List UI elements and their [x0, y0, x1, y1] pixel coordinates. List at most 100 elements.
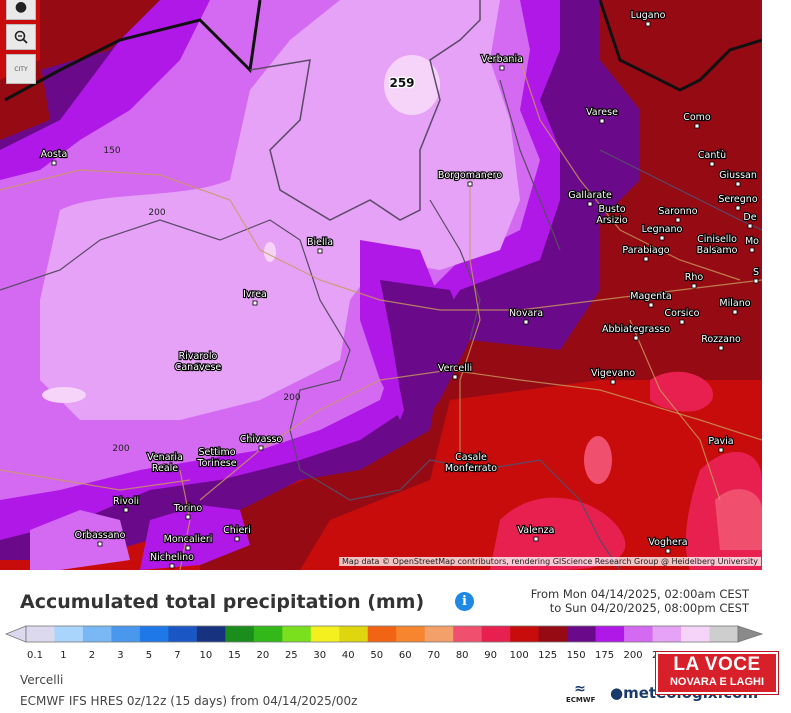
city-label: Rivarolo — [179, 351, 218, 362]
model-info: ECMWF IFS HRES 0z/12z (15 days) from 04/… — [20, 694, 358, 708]
city-label: Legnano — [642, 224, 683, 235]
city-label: Settimo — [198, 447, 235, 458]
zoom-out-button[interactable] — [6, 24, 36, 50]
color-scale-swatch — [681, 626, 711, 642]
city-label: Busto — [598, 204, 625, 215]
color-scale-swatch — [595, 626, 625, 642]
color-scale-swatch — [82, 626, 112, 642]
color-scale-swatch — [54, 626, 84, 642]
color-scale-tick: 80 — [455, 650, 469, 661]
color-scale-swatch — [538, 626, 568, 642]
city-marker: Varese — [585, 106, 619, 124]
city-marker: Rho — [684, 271, 705, 289]
city-dot — [718, 345, 724, 351]
city-label: Magenta — [630, 291, 671, 302]
color-scale-tick: 90 — [484, 650, 498, 661]
city-label: Nichelino — [150, 552, 194, 563]
city-marker: Milano — [718, 297, 752, 315]
city-label: Biella — [307, 237, 333, 248]
city-marker: Vercelli — [437, 362, 473, 380]
city-label: Como — [683, 112, 711, 123]
contour-label: 200 — [148, 208, 165, 218]
city-marker: Pavia — [707, 435, 735, 453]
contour-label: 259 — [389, 76, 414, 90]
city-dot — [643, 256, 649, 262]
period-to: to Sun 04/20/2025, 08:00pm CEST — [549, 601, 749, 615]
city-label: Venaria — [147, 452, 183, 463]
color-scale-tick: 5 — [145, 650, 153, 661]
color-scale-swatch — [481, 626, 511, 642]
color-scale-tick: 1 — [60, 650, 67, 661]
city-dot — [123, 507, 129, 513]
la-voce-badge[interactable]: LA VOCE NOVARA E LAGHI — [656, 652, 778, 694]
city-marker: Seregno — [717, 193, 759, 211]
city-label: Balsamo — [697, 245, 738, 256]
city-label: Ivrea — [243, 289, 267, 300]
city-label: Borgomanero — [438, 170, 503, 181]
city-dot — [185, 514, 191, 520]
city-dot — [709, 161, 715, 167]
color-scale-swatch — [453, 626, 483, 642]
city-label: Milano — [719, 298, 750, 309]
color-scale-tick: 2 — [88, 650, 96, 661]
contour-label: 200 — [112, 444, 129, 454]
color-scale-tick: 15 — [227, 650, 241, 661]
precipitation-map[interactable]: Lugano Verbania Varese Como Aosta Borgomanero… — [0, 0, 762, 570]
city-dot — [452, 374, 458, 380]
color-scale-swatch — [253, 626, 283, 642]
info-icon[interactable]: i — [455, 592, 474, 611]
period-from: From Mon 04/14/2025, 02:00am CEST — [530, 587, 749, 601]
color-scale-swatch — [26, 626, 55, 642]
contour-label: 150 — [103, 146, 120, 156]
city-marker: Gallarate — [567, 189, 613, 207]
color-scale-tick: 10 — [199, 650, 213, 661]
city-marker: Legnano — [641, 223, 684, 241]
meteologix-globe-icon: ● — [610, 684, 624, 702]
city-marker: De — [742, 211, 758, 229]
city-dot — [533, 536, 539, 542]
city-toggle-button[interactable]: CITY — [6, 54, 36, 84]
city-toggle-label: CITY — [14, 65, 28, 73]
color-scale-tick: 200 — [623, 650, 643, 661]
color-scale-tick: 40 — [341, 650, 355, 661]
map-attribution[interactable]: Map data © OpenStreetMap contributors, r… — [339, 557, 761, 566]
location-button[interactable]: ● — [6, 0, 36, 20]
city-label: Orbassano — [75, 530, 126, 541]
city-label: Monferrato — [445, 463, 497, 474]
city-marker: Abbiategrasso — [601, 323, 671, 341]
city-dot — [467, 181, 473, 187]
precipitation-map-canvas: Lugano Verbania Varese Como Aosta Borgomanero… — [0, 0, 762, 570]
city-dot — [97, 541, 103, 547]
city-marker: Torino — [172, 502, 203, 520]
city-label: Abbiategrasso — [602, 324, 670, 335]
city-label: Valenza — [518, 525, 555, 536]
city-dot — [162, 463, 168, 469]
forecast-period: From Mon 04/14/2025, 02:00am CEST to Sun… — [531, 587, 749, 615]
city-marker: Mo — [744, 235, 760, 253]
color-scale-swatch — [139, 626, 169, 642]
color-scale-swatch — [652, 626, 682, 642]
city-label: Vigevano — [591, 368, 635, 379]
color-scale-tick: 150 — [566, 650, 586, 661]
city-marker: Chieri — [222, 524, 252, 542]
city-label: Lugano — [631, 10, 666, 21]
city-dot — [214, 458, 220, 464]
city-label: Rivoli — [113, 496, 139, 507]
city-dot — [679, 319, 685, 325]
city-label: Verbania — [481, 54, 523, 65]
scale-min-arrow — [4, 625, 27, 643]
city-dot — [735, 181, 741, 187]
city-dot — [252, 300, 258, 306]
city-dot — [648, 302, 654, 308]
city-marker: Novara — [508, 307, 544, 325]
color-scale-tick: 100 — [509, 650, 529, 661]
color-scale-swatch — [168, 626, 198, 642]
city-dot — [185, 545, 191, 551]
zoom-out-icon — [14, 30, 28, 44]
city-label: Novara — [509, 308, 543, 319]
city-dot — [753, 278, 759, 284]
city-label: Rozzano — [701, 334, 741, 345]
city-dot — [610, 379, 616, 385]
